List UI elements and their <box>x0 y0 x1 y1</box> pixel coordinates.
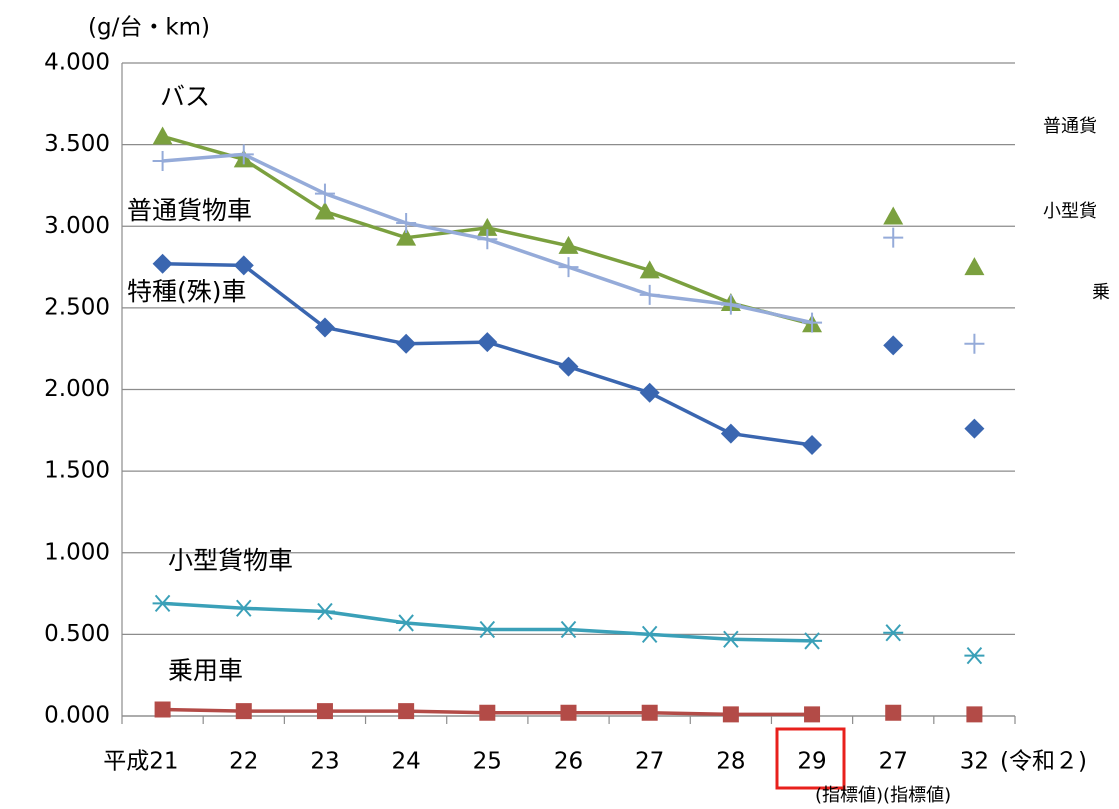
target-caption: (指標値)(指標値) <box>815 785 951 806</box>
y-tick-label: 3.500 <box>44 131 110 157</box>
highlight-box <box>775 727 846 790</box>
marker <box>396 227 417 246</box>
x-tick-label: 26 <box>554 749 583 775</box>
marker <box>885 704 902 721</box>
marker <box>639 625 660 644</box>
marker <box>558 620 579 639</box>
y-tick-label: 2.000 <box>44 376 110 402</box>
series-label: 普通貨 <box>1043 116 1097 137</box>
series-label: 小型貨 <box>1043 201 1097 222</box>
series-label: 普通貨物車 <box>127 196 252 225</box>
marker <box>152 253 173 274</box>
marker <box>966 706 983 723</box>
marker <box>477 229 498 250</box>
marker <box>639 284 660 305</box>
marker <box>883 335 904 356</box>
series-label: 特種(殊)車 <box>127 277 247 306</box>
marker <box>802 435 823 456</box>
marker <box>477 332 498 353</box>
marker <box>477 620 498 639</box>
y-tick-label: 4.000 <box>44 50 110 76</box>
x-tick-label: 27 <box>879 749 908 775</box>
marker <box>396 212 417 233</box>
marker <box>316 703 333 720</box>
marker <box>964 646 985 665</box>
series-line <box>162 601 813 643</box>
x-tick-label: 28 <box>716 749 745 775</box>
marker <box>398 703 415 720</box>
marker <box>558 257 579 278</box>
x-tick-label: 25 <box>473 749 502 775</box>
x-tick-label: 29 <box>797 749 826 775</box>
marker <box>396 614 417 632</box>
marker <box>233 599 254 617</box>
marker <box>722 706 739 723</box>
series-label: 乗 <box>1092 282 1110 303</box>
marker <box>964 418 985 439</box>
marker <box>720 294 741 315</box>
marker <box>558 356 579 377</box>
marker <box>396 333 417 354</box>
marker <box>639 260 660 279</box>
marker <box>639 382 660 403</box>
marker <box>235 703 252 720</box>
marker <box>477 217 498 236</box>
marker <box>314 317 335 338</box>
y-tick-label: 0.000 <box>44 703 110 729</box>
marker <box>314 602 335 621</box>
marker <box>314 201 335 220</box>
marker <box>964 257 985 276</box>
marker <box>479 704 496 721</box>
marker <box>964 333 985 354</box>
x-tick-label: 32 <box>960 749 989 775</box>
series-label: バス <box>160 82 210 111</box>
marker <box>883 227 904 248</box>
series-label: 小型貨物車 <box>168 546 293 575</box>
x-tick-label: 24 <box>391 749 420 775</box>
marker <box>883 624 904 642</box>
y-tick-label: 1.000 <box>44 539 110 565</box>
marker <box>560 704 577 721</box>
marker <box>720 423 741 444</box>
target-note: (令和２) <box>1000 749 1087 775</box>
x-tick-label: 23 <box>310 749 339 775</box>
marker <box>152 126 173 145</box>
marker <box>314 183 335 204</box>
marker <box>154 701 171 718</box>
y-tick-label: 1.500 <box>44 458 110 484</box>
x-tick-label: 22 <box>229 749 258 775</box>
x-tick-label: 27 <box>635 749 664 775</box>
x-tick-label: 平成21 <box>103 749 178 775</box>
y-tick-label: 3.000 <box>44 213 110 239</box>
marker <box>233 144 254 165</box>
y-tick-label: 0.500 <box>44 621 110 647</box>
marker <box>720 630 741 648</box>
marker <box>804 706 821 723</box>
marker <box>152 594 173 613</box>
marker <box>641 704 658 721</box>
series-label: 乗用車 <box>168 656 243 685</box>
marker <box>152 150 173 171</box>
marker <box>883 206 904 225</box>
marker <box>233 255 254 276</box>
marker <box>802 632 823 650</box>
marker <box>802 312 823 333</box>
y-tick-label: 2.500 <box>44 294 110 320</box>
unit-label: (g/台・km) <box>88 15 210 41</box>
series-line <box>162 262 813 447</box>
marker <box>558 235 579 254</box>
